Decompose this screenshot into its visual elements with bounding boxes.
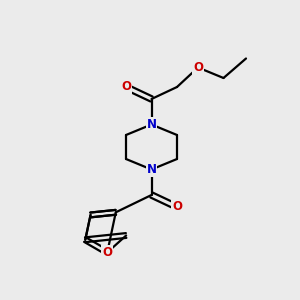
Text: O: O [172,200,182,214]
Text: O: O [193,61,203,74]
Text: O: O [121,80,131,94]
Text: N: N [146,163,157,176]
Text: O: O [102,246,112,259]
Text: N: N [146,118,157,131]
